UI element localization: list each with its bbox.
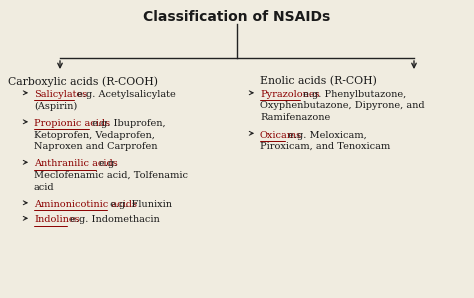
Text: e.g. Flunixin: e.g. Flunixin (107, 200, 172, 209)
Text: Oxicams: Oxicams (260, 131, 302, 139)
Text: e.g. Acetylsalicylate: e.g. Acetylsalicylate (74, 90, 176, 99)
Text: Enolic acids (R-COH): Enolic acids (R-COH) (260, 76, 377, 86)
Text: Naproxen and Carprofen: Naproxen and Carprofen (34, 142, 157, 151)
Text: Propionic acids: Propionic acids (34, 119, 110, 128)
Text: Ramifenazone: Ramifenazone (260, 113, 330, 122)
Text: e.g. Phenylbutazone,: e.g. Phenylbutazone, (300, 90, 406, 99)
Text: Oxyphenbutazone, Dipyrone, and: Oxyphenbutazone, Dipyrone, and (260, 102, 425, 111)
Text: (Aspirin): (Aspirin) (34, 102, 77, 111)
Text: Anthranilic acids: Anthranilic acids (34, 159, 118, 168)
Text: Ketoprofen, Vedaprofen,: Ketoprofen, Vedaprofen, (34, 131, 155, 139)
Text: e.g. Ibuprofen,: e.g. Ibuprofen, (89, 119, 165, 128)
Text: e.g.: e.g. (96, 159, 117, 168)
Text: Meclofenamic acid, Tolfenamic: Meclofenamic acid, Tolfenamic (34, 171, 188, 180)
Text: Carboxylic acids (R-COOH): Carboxylic acids (R-COOH) (8, 76, 158, 86)
Text: e.g. Indomethacin: e.g. Indomethacin (67, 215, 160, 224)
Text: e.g. Meloxicam,: e.g. Meloxicam, (285, 131, 367, 139)
Text: Piroxicam, and Tenoxicam: Piroxicam, and Tenoxicam (260, 142, 390, 151)
Text: Classification of NSAIDs: Classification of NSAIDs (143, 10, 331, 24)
Text: Aminonicotinic acids: Aminonicotinic acids (34, 200, 137, 209)
Text: acid: acid (34, 182, 55, 192)
Text: Salicylates: Salicylates (34, 90, 87, 99)
Text: Indolines: Indolines (34, 215, 80, 224)
Text: Pyrazolones: Pyrazolones (260, 90, 319, 99)
